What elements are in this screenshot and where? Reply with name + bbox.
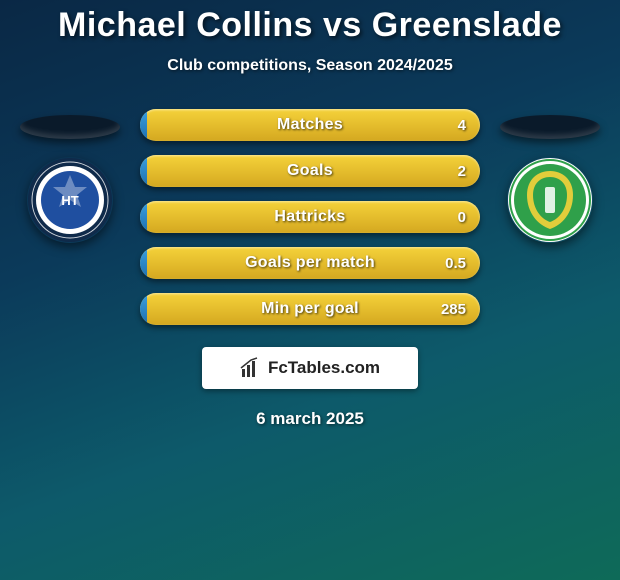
right-player-slot (500, 115, 600, 139)
left-player-col: HT (20, 109, 120, 243)
branding-text: FcTables.com (268, 358, 380, 378)
page-title: Michael Collins vs Greenslade (0, 6, 620, 45)
stat-label: Goals per match (140, 247, 480, 279)
stat-value: 285 (441, 293, 466, 325)
stat-bar-hattricks: Hattricks 0 (140, 201, 480, 233)
bar-chart-icon (240, 357, 262, 379)
comparison-card: Michael Collins vs Greenslade Club compe… (0, 0, 620, 429)
stat-label: Hattricks (140, 201, 480, 233)
yeovil-crest-icon (507, 157, 593, 243)
branding-badge: FcTables.com (202, 347, 418, 389)
stat-label: Min per goal (140, 293, 480, 325)
stat-value: 2 (458, 155, 466, 187)
page-subtitle: Club competitions, Season 2024/2025 (0, 57, 620, 75)
comparison-date: 6 march 2025 (0, 409, 620, 429)
stat-value: 4 (458, 109, 466, 141)
svg-text:HT: HT (61, 193, 78, 208)
stat-bar-matches: Matches 4 (140, 109, 480, 141)
stat-value: 0.5 (445, 247, 466, 279)
left-club-crest: HT (27, 157, 113, 243)
halifax-crest-icon: HT (27, 157, 113, 243)
stat-bar-goals: Goals 2 (140, 155, 480, 187)
stat-label: Matches (140, 109, 480, 141)
stats-column: Matches 4 Goals 2 Hattricks 0 Goals per … (140, 109, 480, 325)
main-row: HT Matches 4 Goals 2 Hatt (0, 109, 620, 325)
stat-bar-mpg: Min per goal 285 (140, 293, 480, 325)
stat-bar-gpm: Goals per match 0.5 (140, 247, 480, 279)
right-club-crest (507, 157, 593, 243)
stat-label: Goals (140, 155, 480, 187)
stat-value: 0 (458, 201, 466, 233)
right-player-col (500, 109, 600, 243)
left-player-slot (20, 115, 120, 139)
